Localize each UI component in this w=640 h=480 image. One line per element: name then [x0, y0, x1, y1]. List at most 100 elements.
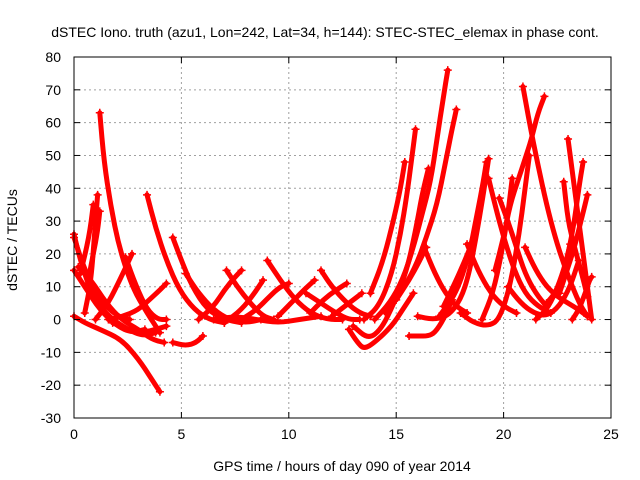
axis-ticks: 0 5 10 15 20 25 -30 -20 -10 0 10 20 30 40 50 60 70 80	[41, 49, 619, 442]
plus-marker	[317, 266, 326, 275]
plus-marker	[284, 279, 293, 288]
plus-marker	[482, 158, 491, 167]
plus-marker	[168, 338, 177, 347]
plus-marker	[237, 266, 246, 275]
plus-marker	[366, 289, 375, 298]
plus-marker	[370, 315, 379, 324]
arc-track	[441, 241, 474, 309]
arc-track	[211, 313, 324, 325]
plus-marker	[518, 82, 527, 91]
plus-marker	[143, 190, 152, 199]
plus-marker	[162, 322, 171, 331]
plus-marker	[443, 66, 452, 75]
plot-frame	[73, 56, 612, 419]
y-tick-label: 20	[45, 246, 61, 262]
plus-marker	[521, 243, 530, 252]
plus-marker	[413, 312, 422, 321]
arc-track	[71, 313, 163, 395]
x-tick-label: 5	[178, 426, 186, 442]
y-tick-label: 0	[53, 312, 61, 328]
plus-marker	[263, 256, 272, 265]
plus-marker	[392, 295, 401, 304]
plus-marker	[495, 194, 504, 203]
arc-track	[183, 271, 264, 325]
plus-marker	[349, 322, 358, 331]
plus-marker	[435, 312, 444, 321]
plus-marker	[542, 299, 551, 308]
plus-marker	[579, 158, 588, 167]
arc-track	[239, 280, 292, 322]
y-tick-label: 60	[45, 115, 61, 131]
arc-track	[372, 67, 451, 322]
plus-marker	[274, 312, 283, 321]
plus-marker	[559, 177, 568, 186]
arc-track	[505, 258, 582, 318]
y-tick-label: -10	[41, 344, 61, 360]
plus-marker	[168, 233, 177, 242]
y-tick-label: 40	[45, 180, 61, 196]
arc-track	[77, 202, 96, 277]
plus-marker	[198, 331, 207, 340]
plus-marker	[327, 312, 336, 321]
plus-marker	[359, 315, 368, 324]
arc-track	[196, 267, 244, 322]
plus-marker	[82, 282, 91, 291]
plus-marker	[512, 308, 521, 317]
x-tick-label: 15	[388, 426, 404, 442]
plus-marker	[452, 105, 461, 114]
plus-marker	[181, 269, 190, 278]
arc-track	[110, 320, 169, 335]
plus-marker	[95, 207, 104, 216]
plus-marker	[531, 315, 540, 324]
plus-marker	[456, 308, 465, 317]
arc-track	[458, 153, 532, 328]
plus-marker	[568, 315, 577, 324]
plus-marker	[491, 266, 500, 275]
plus-marker	[108, 318, 117, 327]
y-tick-label: 70	[45, 82, 61, 98]
plus-marker	[381, 308, 390, 317]
plus-marker	[503, 282, 512, 291]
plus-marker	[237, 315, 246, 324]
x-axis-label: GPS time / hours of day 090 of year 2014	[213, 458, 471, 474]
plus-marker	[564, 135, 573, 144]
plus-marker	[405, 331, 414, 340]
plus-marker	[155, 387, 164, 396]
plus-marker	[80, 308, 89, 317]
arc-track	[93, 251, 135, 322]
arc-track	[486, 175, 554, 316]
y-tick-label: 30	[45, 213, 61, 229]
arc-track	[569, 274, 595, 322]
plus-marker	[555, 289, 564, 298]
plus-marker	[95, 108, 104, 117]
plus-marker	[306, 308, 315, 317]
arc-track	[436, 159, 489, 319]
y-tick-label: 80	[45, 49, 61, 65]
plus-marker	[583, 190, 592, 199]
y-axis-label: dSTEC / TECUs	[4, 189, 20, 291]
plus-marker	[209, 315, 218, 324]
plus-marker	[508, 174, 517, 183]
plus-marker	[439, 302, 448, 311]
plus-marker	[484, 174, 493, 183]
arc-track	[492, 93, 547, 273]
x-tick-label: 25	[603, 426, 619, 442]
plus-marker	[342, 279, 351, 288]
plus-marker	[91, 315, 100, 324]
plus-marker	[411, 125, 420, 134]
plus-marker	[162, 279, 171, 288]
data-marks	[70, 66, 596, 396]
plus-marker	[400, 158, 409, 167]
plus-marker	[344, 325, 353, 334]
arc-track	[84, 208, 103, 290]
arc-track	[346, 290, 416, 350]
arc-track	[361, 126, 418, 322]
x-tick-label: 10	[281, 426, 297, 442]
arc-track	[522, 244, 590, 319]
arc-track	[556, 192, 590, 296]
plus-marker	[463, 240, 472, 249]
arc-track	[496, 195, 550, 309]
arc-track	[221, 277, 266, 326]
x-tick-label: 0	[70, 426, 78, 442]
